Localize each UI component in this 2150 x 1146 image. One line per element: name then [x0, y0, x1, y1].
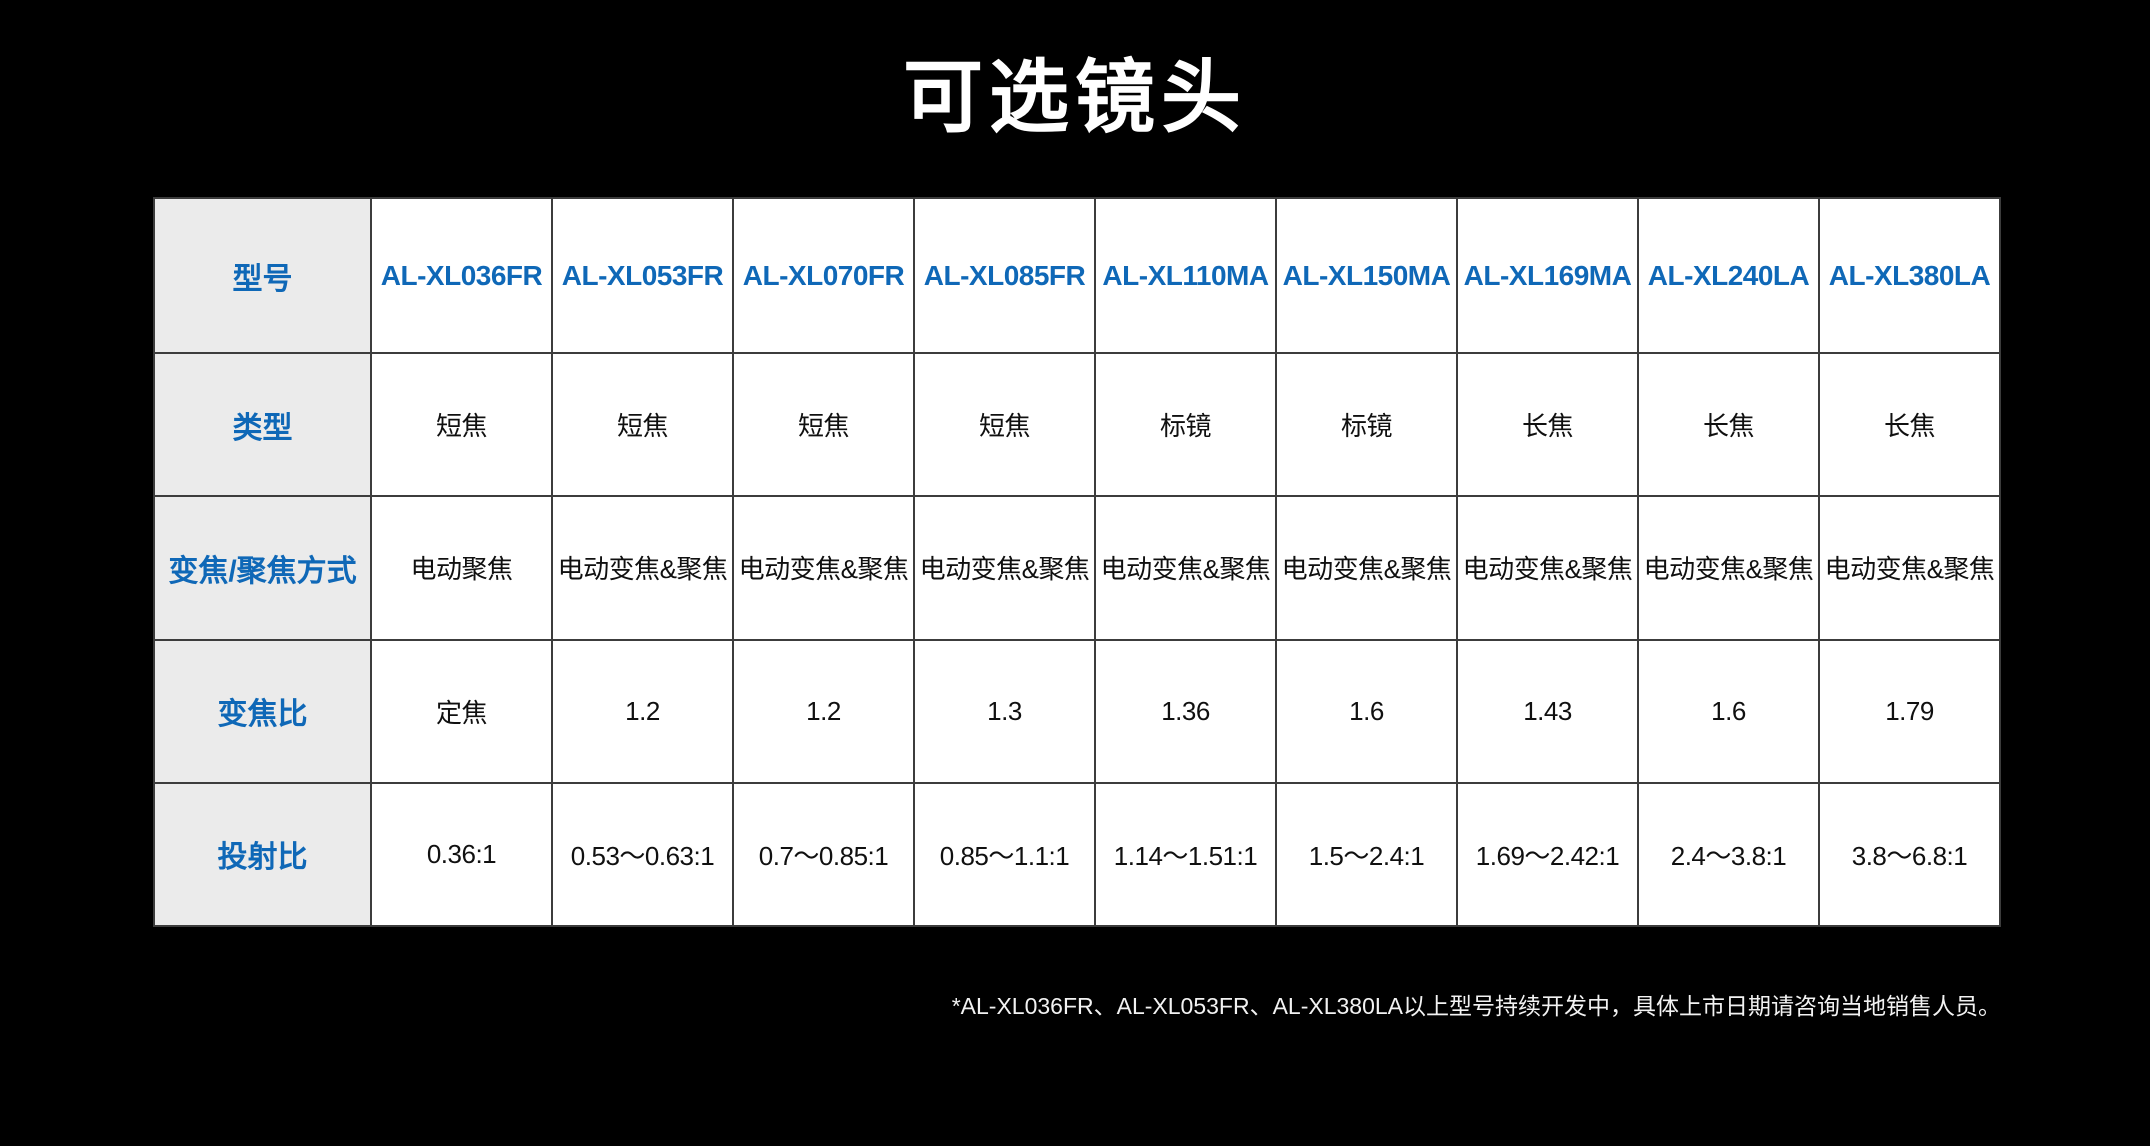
spec-cell-type: 长焦 [1820, 354, 1999, 496]
spec-cell-zoom-focus: 电动变焦&聚焦 [915, 497, 1094, 639]
spec-cell-throw-ratio: 3.8～6.8:1 [1820, 783, 1999, 925]
spec-cell-zoom-ratio: 1.79 [1820, 640, 1999, 782]
spec-cell-type: 标镜 [1096, 354, 1275, 496]
lens-spec-table: 型号 AL-XL036FR AL-XL053FR AL-XL070FR AL-X… [153, 197, 2001, 927]
row-header-throw-ratio: 投射比 [155, 783, 370, 925]
model-header: AL-XL036FR [372, 199, 551, 352]
spec-cell-type: 短焦 [553, 354, 732, 496]
spec-cell-throw-ratio: 0.53～0.63:1 [553, 783, 732, 925]
spec-cell-type: 长焦 [1639, 354, 1818, 496]
spec-cell-type: 短焦 [372, 354, 551, 496]
model-header: AL-XL110MA [1096, 199, 1275, 352]
spec-cell-throw-ratio: 0.85～1.1:1 [915, 783, 1094, 925]
spec-cell-zoom-focus: 电动聚焦 [372, 497, 551, 639]
model-header: AL-XL169MA [1458, 199, 1637, 352]
footnote: *AL-XL036FR、AL-XL053FR、AL-XL380LA以上型号持续开… [951, 993, 2001, 1019]
spec-cell-zoom-ratio: 定焦 [372, 640, 551, 782]
spec-cell-zoom-ratio: 1.43 [1458, 640, 1637, 782]
spec-cell-type: 长焦 [1458, 354, 1637, 496]
model-header: AL-XL240LA [1639, 199, 1818, 352]
spec-cell-throw-ratio: 0.36:1 [372, 783, 551, 925]
spec-cell-zoom-ratio: 1.6 [1277, 640, 1456, 782]
spec-cell-zoom-ratio: 1.36 [1096, 640, 1275, 782]
row-header-model: 型号 [155, 199, 370, 352]
spec-cell-type: 标镜 [1277, 354, 1456, 496]
model-header: AL-XL380LA [1820, 199, 1999, 352]
row-header-zoom-focus-method: 变焦/聚焦方式 [155, 497, 370, 639]
row-header-type: 类型 [155, 354, 370, 496]
spec-cell-type: 短焦 [915, 354, 1094, 496]
spec-cell-throw-ratio: 2.4～3.8:1 [1639, 783, 1818, 925]
spec-cell-type: 短焦 [734, 354, 913, 496]
row-header-zoom-ratio: 变焦比 [155, 640, 370, 782]
spec-cell-throw-ratio: 1.5～2.4:1 [1277, 783, 1456, 925]
spec-cell-zoom-ratio: 1.2 [553, 640, 732, 782]
spec-cell-throw-ratio: 1.69～2.42:1 [1458, 783, 1637, 925]
model-header: AL-XL053FR [553, 199, 732, 352]
spec-cell-zoom-ratio: 1.6 [1639, 640, 1818, 782]
model-header: AL-XL070FR [734, 199, 913, 352]
spec-cell-zoom-focus: 电动变焦&聚焦 [1639, 497, 1818, 639]
spec-cell-throw-ratio: 0.7～0.85:1 [734, 783, 913, 925]
spec-cell-zoom-focus: 电动变焦&聚焦 [1458, 497, 1637, 639]
model-header: AL-XL085FR [915, 199, 1094, 352]
model-header: AL-XL150MA [1277, 199, 1456, 352]
spec-cell-zoom-focus: 电动变焦&聚焦 [734, 497, 913, 639]
spec-cell-zoom-focus: 电动变焦&聚焦 [1277, 497, 1456, 639]
spec-cell-zoom-focus: 电动变焦&聚焦 [1820, 497, 1999, 639]
page-title: 可选镜头 [903, 53, 1247, 142]
spec-cell-throw-ratio: 1.14～1.51:1 [1096, 783, 1275, 925]
spec-cell-zoom-ratio: 1.3 [915, 640, 1094, 782]
spec-cell-zoom-ratio: 1.2 [734, 640, 913, 782]
spec-cell-zoom-focus: 电动变焦&聚焦 [1096, 497, 1275, 639]
spec-cell-zoom-focus: 电动变焦&聚焦 [553, 497, 732, 639]
